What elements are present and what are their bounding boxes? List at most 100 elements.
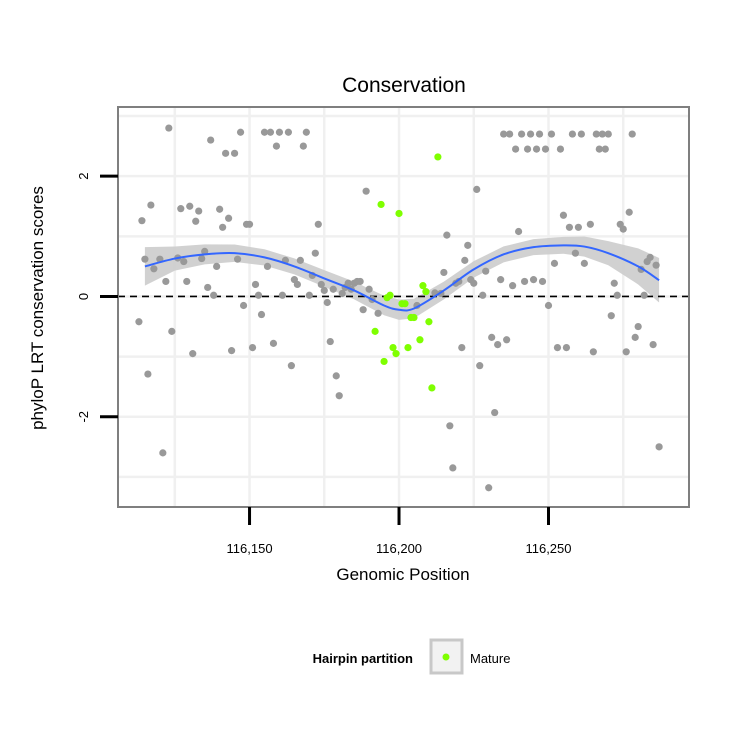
data-point bbox=[601, 145, 609, 153]
data-point bbox=[610, 279, 618, 287]
data-point bbox=[266, 128, 275, 136]
data-point bbox=[440, 268, 448, 277]
data-point bbox=[598, 130, 606, 138]
data-point bbox=[248, 344, 257, 352]
data-point bbox=[338, 289, 346, 298]
data-point bbox=[538, 277, 547, 286]
data-point bbox=[526, 130, 535, 138]
x-tick-label: 116,200 bbox=[376, 541, 422, 556]
data-point bbox=[497, 276, 505, 284]
data-point bbox=[506, 130, 514, 138]
data-point bbox=[512, 145, 520, 153]
data-point bbox=[311, 249, 319, 257]
confidence-band-layer bbox=[144, 236, 660, 320]
data-point bbox=[254, 291, 263, 299]
data-point bbox=[580, 259, 588, 267]
data-point bbox=[652, 261, 660, 269]
data-point bbox=[503, 336, 511, 344]
data-point bbox=[565, 223, 574, 231]
data-point bbox=[302, 128, 310, 136]
data-point bbox=[332, 372, 340, 380]
data-point bbox=[544, 301, 553, 310]
data-point bbox=[568, 130, 577, 138]
data-point bbox=[523, 145, 532, 153]
data-point bbox=[186, 202, 194, 210]
data-point bbox=[251, 280, 260, 289]
x-tick-label: 116,150 bbox=[227, 541, 273, 556]
data-point bbox=[230, 149, 239, 157]
data-point bbox=[482, 267, 490, 275]
mature-data-point bbox=[392, 350, 400, 358]
data-point bbox=[589, 348, 597, 356]
chart-title: Conservation bbox=[342, 74, 466, 97]
mature-data-point bbox=[422, 288, 430, 296]
data-point bbox=[640, 291, 648, 299]
data-point bbox=[500, 130, 508, 138]
data-point bbox=[443, 231, 451, 239]
data-point bbox=[314, 220, 322, 228]
mature-data-point bbox=[389, 344, 397, 352]
data-point bbox=[517, 130, 526, 138]
data-point bbox=[180, 257, 188, 266]
data-point bbox=[491, 408, 499, 417]
data-point bbox=[245, 220, 254, 228]
confidence-band bbox=[144, 236, 660, 320]
data-point bbox=[284, 128, 293, 136]
legend-mature-marker bbox=[442, 653, 450, 661]
data-point bbox=[628, 130, 636, 138]
data-point bbox=[592, 130, 600, 138]
data-point bbox=[485, 484, 493, 492]
mature-data-point bbox=[371, 327, 379, 335]
data-point bbox=[473, 185, 481, 194]
data-point bbox=[520, 277, 529, 286]
data-point bbox=[147, 201, 155, 209]
axes: 116,150 116,200 116,250 -2 0 2 bbox=[76, 173, 572, 556]
data-point bbox=[198, 254, 206, 263]
mature-data-point bbox=[380, 357, 388, 366]
data-point bbox=[356, 277, 364, 286]
legend-mature-label: Mature bbox=[470, 651, 510, 666]
mature-data-point bbox=[377, 200, 385, 209]
x-tick-label: 116,250 bbox=[525, 541, 571, 556]
data-point bbox=[529, 276, 538, 284]
data-point bbox=[535, 130, 544, 138]
data-point bbox=[553, 344, 562, 352]
data-point bbox=[562, 344, 571, 352]
data-point bbox=[458, 344, 466, 352]
data-point bbox=[595, 145, 603, 153]
data-point bbox=[571, 249, 579, 257]
data-point bbox=[287, 362, 295, 370]
loess-smooth-line bbox=[144, 244, 660, 312]
mature-data-point bbox=[434, 153, 442, 161]
data-point bbox=[165, 124, 173, 132]
data-point bbox=[213, 262, 221, 270]
data-point bbox=[216, 205, 224, 213]
data-point bbox=[219, 223, 227, 231]
data-point bbox=[559, 211, 568, 219]
data-point bbox=[228, 347, 236, 355]
legend: Hairpin partition Mature bbox=[313, 638, 510, 675]
data-point bbox=[305, 291, 313, 299]
mature-data-point bbox=[416, 336, 424, 344]
data-point bbox=[207, 136, 215, 144]
y-tick-label: 2 bbox=[76, 173, 91, 180]
data-point bbox=[201, 247, 209, 255]
data-point bbox=[619, 225, 627, 233]
mature-data-point bbox=[395, 209, 403, 218]
data-point bbox=[359, 306, 367, 314]
data-point bbox=[541, 145, 550, 153]
data-point bbox=[293, 280, 301, 289]
data-point bbox=[604, 130, 612, 138]
data-point bbox=[257, 310, 266, 319]
data-point bbox=[317, 280, 325, 289]
mature-data-point bbox=[401, 300, 409, 308]
data-point bbox=[177, 205, 185, 213]
smooth-line-layer bbox=[144, 244, 660, 312]
data-point bbox=[150, 265, 158, 273]
data-point bbox=[550, 259, 559, 267]
data-point bbox=[141, 255, 149, 263]
data-point bbox=[138, 217, 146, 225]
data-point bbox=[488, 333, 496, 341]
mature-data-point bbox=[425, 318, 433, 326]
